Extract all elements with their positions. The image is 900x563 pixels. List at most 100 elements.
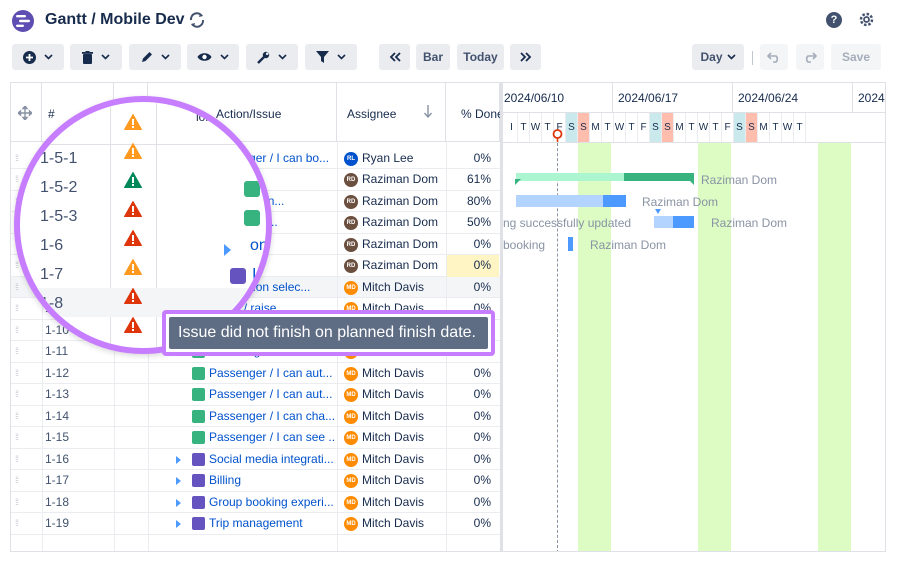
table-row[interactable]: ⁞⁞ 1-16 Social media integrati... MD Mit… (11, 449, 500, 470)
issue-link[interactable]: Passenger / I can cha... (209, 408, 335, 423)
tools-menu-button[interactable] (246, 44, 298, 70)
avatar: MD (344, 409, 358, 424)
day-label: S (650, 113, 662, 142)
drag-handle-icon[interactable]: ⁞⁞ (15, 432, 19, 442)
column-header-issue[interactable]: Action/Issue (148, 83, 337, 142)
lens-issue-link: r / I can bo... (250, 150, 266, 167)
drag-handle-icon[interactable]: ⁞⁞ (15, 389, 19, 399)
expand-icon[interactable] (176, 477, 181, 485)
expand-icon[interactable] (176, 498, 181, 507)
sort-arrow-down-icon (424, 105, 432, 118)
gantt-task-bar[interactable] (516, 195, 626, 207)
refresh-icon[interactable] (188, 11, 206, 32)
drag-handle-icon[interactable]: ⁞⁞ (15, 367, 19, 378)
chevron-down-icon (278, 54, 287, 60)
save-button[interactable]: Save (831, 44, 881, 70)
epic-type-icon (230, 268, 246, 284)
undo-button[interactable] (760, 44, 788, 70)
drag-handle-icon[interactable]: ⁞⁞ (15, 260, 19, 270)
chevron-down-icon (726, 54, 736, 60)
expand-icon (224, 244, 231, 256)
avatar: MD (344, 431, 358, 445)
drag-handle-icon[interactable]: ⁞⁞ (15, 303, 19, 313)
expand-icon[interactable] (176, 455, 181, 464)
drag-handle-icon[interactable]: ⁞⁞ (15, 518, 19, 528)
day-label: S (746, 113, 758, 142)
epic-type-icon (192, 474, 205, 487)
drag-handle-icon[interactable]: ⁞⁞ (15, 410, 19, 421)
column-header-assignee[interactable]: Assignee (337, 83, 446, 142)
drag-handle-icon[interactable]: ⁞⁞ (15, 346, 19, 356)
issue-link[interactable]: Passenger / I can aut... (209, 365, 333, 380)
status-tooltip: Issue did not finish on planned finish d… (162, 310, 495, 356)
week-label: 2024/06/17 (618, 91, 679, 105)
issue-link[interactable]: Passenger / I can aut... (209, 387, 333, 401)
table-row[interactable]: ⁞⁞ 1-15 Passenger / I can see ... MD Mit… (11, 427, 500, 449)
page-title: Gantt / Mobile Dev (45, 11, 185, 28)
issue-link[interactable]: Group booking experi... (209, 494, 334, 509)
avatar: MD (344, 388, 358, 402)
progress-value: 0% (473, 387, 491, 401)
delete-menu-button[interactable] (70, 44, 122, 70)
view-menu-button[interactable] (187, 44, 239, 70)
redo-icon (805, 51, 817, 63)
assignee-name: Mitch Davis (362, 387, 425, 401)
gear-icon[interactable] (858, 11, 875, 31)
status-ok-icon (124, 172, 142, 191)
table-row[interactable]: ⁞⁞ 1-18 Group booking experi... MD Mitch… (11, 492, 500, 513)
issue-link[interactable]: Billing (209, 473, 242, 487)
scroll-right-button[interactable] (510, 44, 541, 70)
chevron-down-icon (337, 54, 346, 60)
row-number: 1-16 (45, 451, 70, 466)
chevron-down-icon (220, 54, 229, 60)
table-row[interactable]: ⁞⁞ 1-17 Billing MD Mitch Davis 0% (11, 470, 500, 492)
tooltip-text: Issue did not finish on planned finish d… (169, 317, 488, 349)
table-row[interactable]: ⁞⁞ 1-12 Passenger / I can aut... MD Mitc… (11, 363, 500, 384)
scroll-left-button[interactable] (379, 44, 410, 70)
day-label: S (734, 113, 746, 142)
drag-handle-icon[interactable]: ⁞⁞ (15, 174, 19, 184)
zoom-select[interactable]: Day (692, 44, 744, 70)
drag-handle-icon[interactable]: ⁞⁞ (15, 281, 19, 292)
edit-menu-button[interactable] (129, 44, 181, 70)
drag-handle-icon[interactable]: ⁞⁞ (15, 453, 19, 464)
progress-value: 0% (473, 236, 491, 251)
issue-link[interactable]: Passenger / I can see ... (209, 430, 335, 444)
drag-handle-icon[interactable]: ⁞⁞ (15, 152, 19, 163)
drag-handle-icon[interactable]: ⁞⁞ (15, 496, 19, 507)
table-row[interactable]: ⁞⁞ 1-13 Passenger / I can aut... MD Mitc… (11, 384, 500, 406)
move-icon (18, 106, 32, 120)
avatar: MD (344, 280, 358, 295)
today-button[interactable]: Today (457, 44, 504, 70)
toolbar: Bar Today Day Save (0, 44, 900, 72)
epic-type-icon (192, 452, 205, 466)
story-type-icon (244, 210, 260, 226)
week-label: 2024/06/10 (504, 91, 565, 105)
column-header-progress[interactable]: % Done (446, 83, 504, 142)
gantt-summary-bar[interactable] (516, 173, 694, 181)
redo-button[interactable] (796, 44, 824, 70)
drag-handle-icon[interactable]: ⁞⁞ (15, 475, 19, 485)
column-header-progress-label: % Done (461, 107, 504, 121)
add-menu-button[interactable] (12, 44, 64, 70)
issue-link[interactable]: Social media integrati... (209, 451, 334, 466)
lens-row-number: 1-8 (40, 295, 64, 312)
assignee-name: Mitch Davis (362, 430, 425, 444)
bar-button[interactable]: Bar (416, 44, 450, 70)
row-number: 1-15 (45, 430, 70, 444)
error-icon (124, 230, 142, 249)
issue-link[interactable]: Trip management (209, 516, 303, 530)
filter-menu-button[interactable] (305, 44, 357, 70)
table-row[interactable]: ⁞⁞ 1-19 Trip management MD Mitch Davis 0… (11, 513, 500, 535)
table-row[interactable]: ⁞⁞ 1-14 Passenger / I can cha... MD Mitc… (11, 406, 500, 427)
gantt-task-bar[interactable] (568, 237, 573, 251)
warning-icon (124, 114, 142, 133)
drag-handle-icon[interactable]: ⁞⁞ (15, 324, 19, 335)
chevron-down-icon (160, 54, 170, 60)
story-type-icon (192, 366, 205, 380)
pencil-icon (141, 52, 152, 62)
week-label: 2024/07/01 (858, 91, 886, 105)
help-icon[interactable]: ? (826, 12, 842, 28)
expand-icon[interactable] (176, 520, 181, 528)
avatar: RD (344, 259, 358, 273)
